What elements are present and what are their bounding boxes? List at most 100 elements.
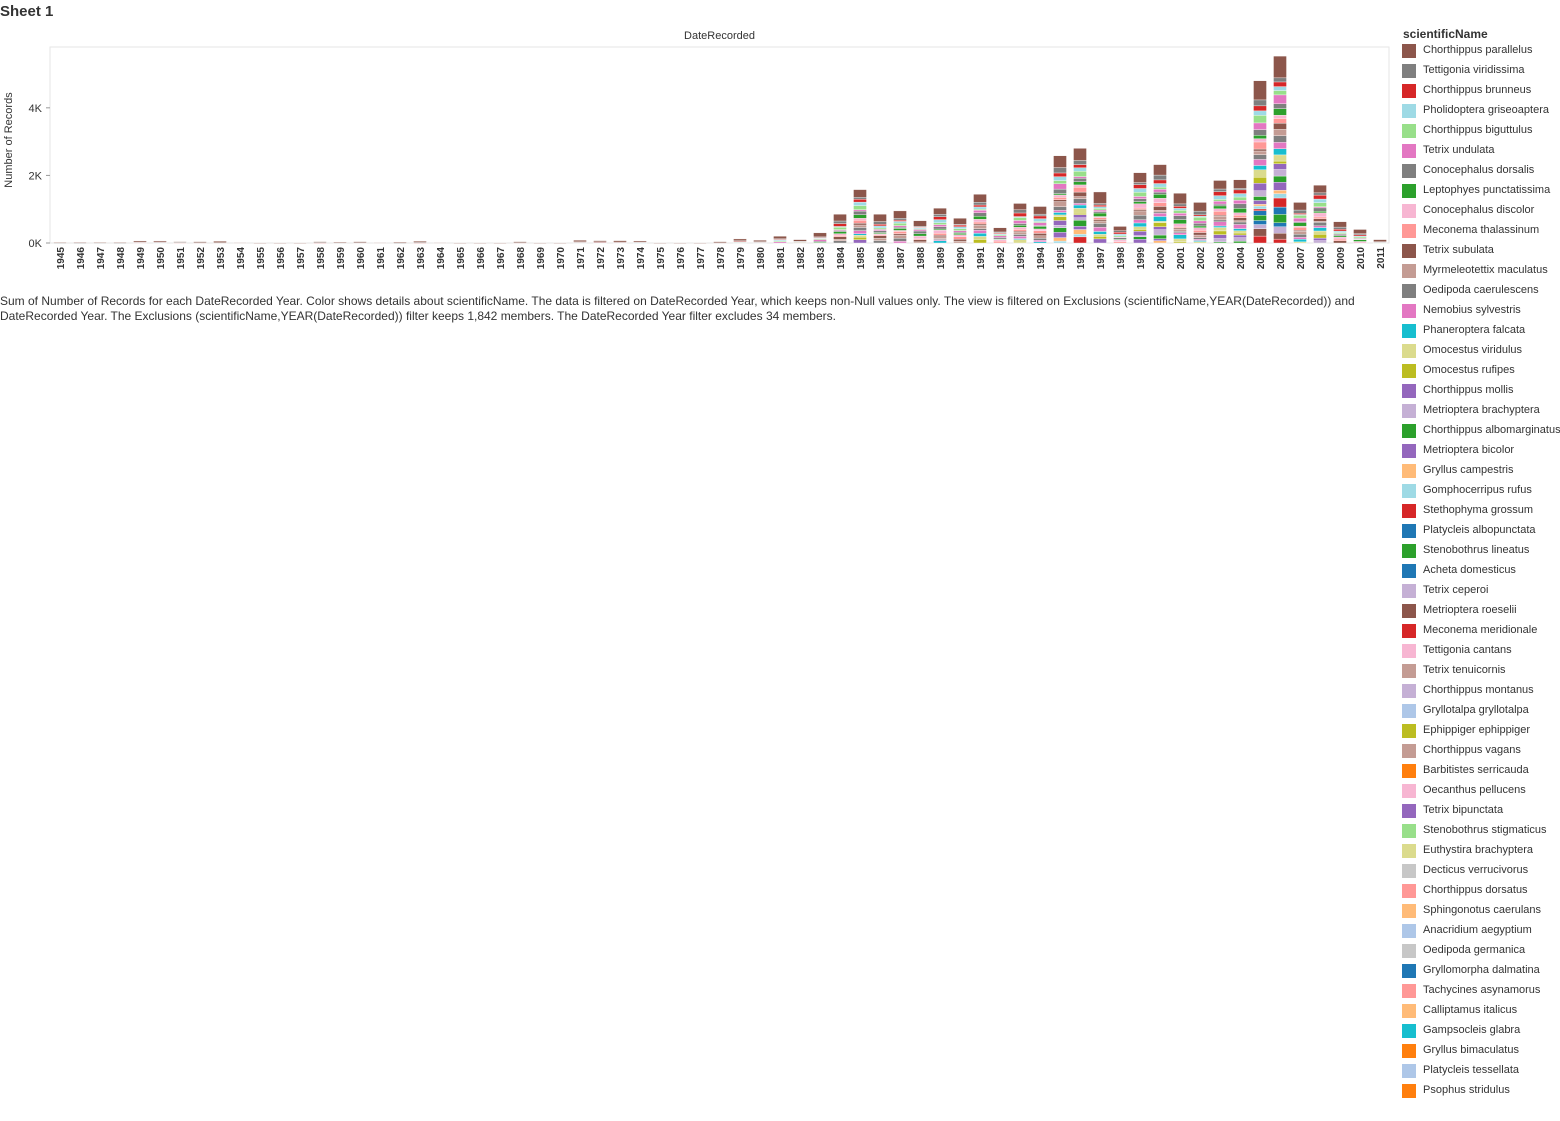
bar-segment[interactable] — [1053, 212, 1067, 216]
bar-segment[interactable] — [1133, 209, 1147, 212]
bar-segment[interactable] — [853, 189, 867, 198]
bar-segment[interactable] — [1193, 210, 1207, 216]
bar-segment[interactable] — [953, 234, 967, 237]
bar-segment[interactable] — [833, 223, 847, 227]
bar-segment[interactable] — [1153, 211, 1167, 214]
bar-segment[interactable] — [1093, 219, 1107, 222]
bar-segment[interactable] — [1033, 228, 1047, 231]
bar-segment[interactable] — [1273, 108, 1287, 116]
bar-segment[interactable] — [1273, 197, 1287, 208]
bar-segment[interactable] — [1273, 142, 1287, 149]
bar-segment[interactable] — [1253, 122, 1267, 130]
bar-segment[interactable] — [1313, 202, 1327, 207]
bar-segment[interactable] — [1153, 222, 1167, 227]
bar-segment[interactable] — [1253, 224, 1267, 229]
bar-segment[interactable] — [953, 230, 967, 233]
bar-segment[interactable] — [1033, 226, 1047, 230]
bar-segment[interactable] — [1133, 239, 1147, 244]
bar-segment[interactable] — [1213, 230, 1227, 235]
bar-segment[interactable] — [1073, 229, 1087, 235]
bar-segment[interactable] — [1253, 115, 1267, 124]
bar-segment[interactable] — [973, 206, 987, 210]
bar-segment[interactable] — [1053, 199, 1067, 202]
bar-segment[interactable] — [1073, 184, 1087, 188]
bar-segment[interactable] — [933, 224, 947, 227]
bar-segment[interactable] — [1173, 212, 1187, 216]
legend-item[interactable]: Gryllomorpha dalmatina — [1402, 962, 1560, 982]
bar-segment[interactable] — [1073, 181, 1087, 186]
legend-item[interactable]: Omocestus rufipes — [1402, 362, 1560, 382]
bar-segment[interactable] — [1073, 178, 1087, 182]
legend-item[interactable]: Stethophyma grossum — [1402, 502, 1560, 522]
bar-segment[interactable] — [873, 240, 887, 244]
bar-segment[interactable] — [213, 241, 227, 243]
bar-segment[interactable] — [1313, 192, 1327, 196]
bar-segment[interactable] — [1093, 217, 1107, 220]
bar-segment[interactable] — [853, 224, 867, 228]
bar-segment[interactable] — [973, 216, 987, 220]
legend-item[interactable]: Chorthippus dorsatus — [1402, 882, 1560, 902]
bar-segment[interactable] — [913, 239, 927, 243]
bar-segment[interactable] — [853, 233, 867, 236]
bar-segment[interactable] — [113, 241, 127, 244]
bar-segment[interactable] — [893, 222, 907, 226]
bar-segment[interactable] — [1133, 182, 1147, 185]
bar-segment[interactable] — [1033, 235, 1047, 239]
bar-segment[interactable] — [1093, 231, 1107, 235]
bar-segment[interactable] — [1153, 226, 1167, 230]
bar-segment[interactable] — [193, 241, 207, 243]
bar-segment[interactable] — [853, 210, 867, 215]
legend-item[interactable]: Meconema meridionale — [1402, 622, 1560, 642]
bar-segment[interactable] — [953, 240, 967, 244]
bar-segment[interactable] — [993, 240, 1007, 244]
bar-segment[interactable] — [1073, 217, 1087, 221]
legend-item[interactable]: Phaneroptera falcata — [1402, 322, 1560, 342]
bar-segment[interactable] — [1213, 211, 1227, 216]
bar-segment[interactable] — [1213, 205, 1227, 209]
bar-segment[interactable] — [973, 233, 987, 237]
bar-segment[interactable] — [1053, 167, 1067, 174]
bar-segment[interactable] — [1093, 227, 1107, 232]
bar-segment[interactable] — [933, 233, 947, 236]
bar-segment[interactable] — [1313, 185, 1327, 194]
bar-segment[interactable] — [673, 242, 687, 244]
bar-segment[interactable] — [1013, 234, 1027, 237]
bar-segment[interactable] — [1273, 118, 1287, 124]
legend-item[interactable]: Nemobius sylvestris — [1402, 302, 1560, 322]
bar-segment[interactable] — [1313, 194, 1327, 200]
legend-item[interactable]: Platycleis tessellata — [1402, 1062, 1560, 1082]
bar-segment[interactable] — [1093, 203, 1107, 206]
bar-segment[interactable] — [1133, 226, 1147, 230]
bar-segment[interactable] — [133, 240, 147, 243]
bar-segment[interactable] — [953, 239, 967, 242]
bar-segment[interactable] — [313, 241, 327, 243]
bar-segment[interactable] — [1333, 230, 1347, 233]
legend-item[interactable]: Oedipoda germanica — [1402, 942, 1560, 962]
bar-segment[interactable] — [1253, 148, 1267, 152]
bar-segment[interactable] — [1233, 196, 1247, 201]
bar-segment[interactable] — [1213, 234, 1227, 239]
bar-segment[interactable] — [393, 241, 407, 243]
bar-segment[interactable] — [913, 230, 927, 234]
bar-segment[interactable] — [1193, 220, 1207, 224]
bar-segment[interactable] — [933, 226, 947, 230]
legend-item[interactable]: Tetrix subulata — [1402, 242, 1560, 262]
bar-segment[interactable] — [1313, 211, 1327, 214]
bar-segment[interactable] — [1253, 110, 1267, 116]
bar-segment[interactable] — [1213, 180, 1227, 190]
legend-item[interactable]: Conocephalus dorsalis — [1402, 162, 1560, 182]
bar-segment[interactable] — [1093, 191, 1107, 204]
bar-segment[interactable] — [1293, 202, 1307, 211]
bar-segment[interactable] — [1233, 179, 1247, 189]
bar-segment[interactable] — [953, 218, 967, 225]
bar-segment[interactable] — [833, 231, 847, 234]
bar-segment[interactable] — [1053, 197, 1067, 200]
legend-item[interactable]: Metrioptera bicolor — [1402, 442, 1560, 462]
bar-segment[interactable] — [873, 229, 887, 231]
bar-segment[interactable] — [373, 242, 387, 244]
bar-segment[interactable] — [1053, 194, 1067, 198]
bar-segment[interactable] — [533, 242, 547, 244]
bar-segment[interactable] — [1253, 154, 1267, 160]
bar-segment[interactable] — [1193, 225, 1207, 228]
bar-segment[interactable] — [973, 225, 987, 229]
